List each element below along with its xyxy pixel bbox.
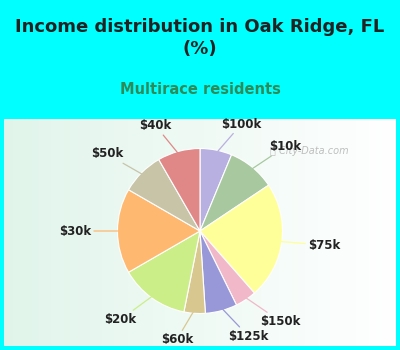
- Text: $150k: $150k: [244, 296, 301, 328]
- Wedge shape: [200, 231, 236, 313]
- Text: ⓘ City-Data.com: ⓘ City-Data.com: [270, 146, 349, 156]
- Wedge shape: [200, 155, 268, 231]
- Text: $75k: $75k: [278, 239, 340, 252]
- Wedge shape: [184, 231, 205, 314]
- Wedge shape: [128, 231, 200, 312]
- Text: $60k: $60k: [161, 309, 195, 346]
- Text: Multirace residents: Multirace residents: [120, 82, 280, 97]
- Text: $125k: $125k: [220, 307, 268, 343]
- Wedge shape: [200, 148, 232, 231]
- Wedge shape: [159, 148, 200, 231]
- Text: $100k: $100k: [215, 118, 262, 154]
- Text: $50k: $50k: [91, 147, 144, 176]
- Text: $40k: $40k: [140, 119, 180, 155]
- Wedge shape: [128, 160, 200, 231]
- Text: $30k: $30k: [59, 224, 122, 238]
- Text: $10k: $10k: [250, 140, 301, 170]
- Text: Income distribution in Oak Ridge, FL
(%): Income distribution in Oak Ridge, FL (%): [15, 18, 385, 58]
- Wedge shape: [118, 190, 200, 272]
- Wedge shape: [200, 231, 254, 305]
- Wedge shape: [200, 185, 282, 293]
- Text: $20k: $20k: [104, 295, 154, 326]
